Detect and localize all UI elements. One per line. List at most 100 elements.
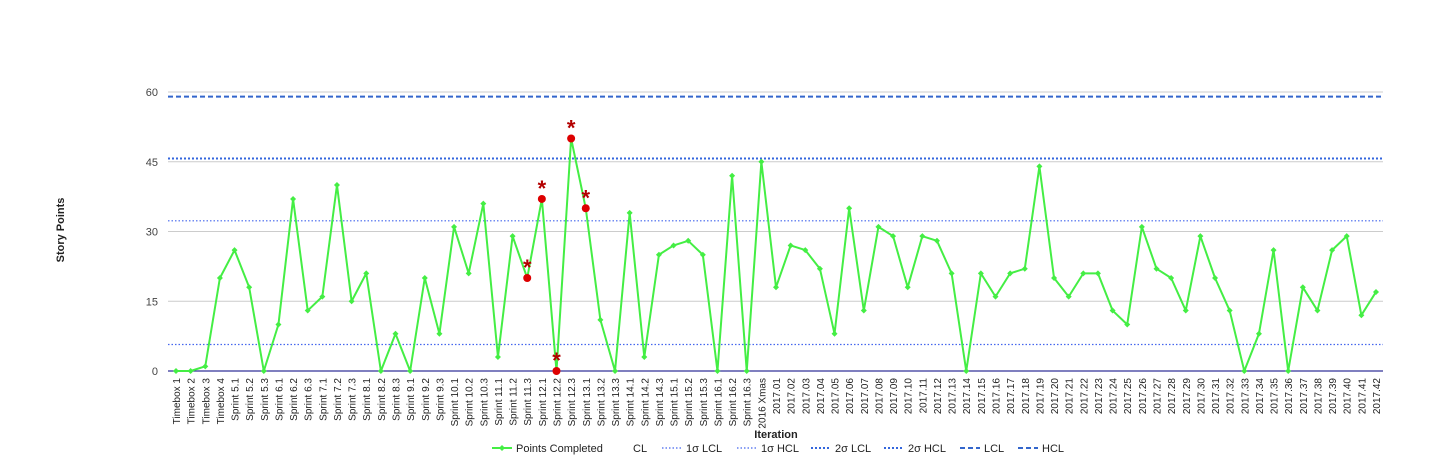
data-point-4	[231, 247, 238, 254]
x-tick-62: 2017.22	[1079, 378, 1090, 415]
outlier-star-2: *	[552, 348, 561, 373]
x-tick-6: Sprint 5.3	[260, 378, 271, 421]
legend-item-1: CL	[633, 443, 647, 455]
data-point-31	[626, 209, 633, 216]
x-tick-76: 2017.36	[1284, 378, 1295, 415]
x-tick-24: Sprint 11.3	[523, 378, 534, 426]
x-tick-72: 2017.32	[1226, 378, 1237, 415]
data-point-74	[1255, 330, 1262, 337]
legend-item-7: HCL	[1018, 443, 1064, 455]
x-tick-47: 2017.07	[860, 378, 871, 415]
y-tick-0: 0	[152, 366, 158, 378]
data-point-19	[451, 223, 458, 230]
data-point-44	[816, 265, 823, 272]
x-tick-59: 2017.19	[1035, 378, 1046, 415]
outlier-star-0: *	[523, 255, 532, 280]
outlier-star-4: *	[581, 185, 590, 210]
legend-marker-0	[499, 445, 505, 451]
data-point-67	[1153, 265, 1160, 272]
data-point-33	[655, 251, 662, 258]
data-point-54	[963, 368, 970, 374]
x-tick-43: 2017.03	[801, 378, 812, 415]
data-point-6	[260, 368, 267, 374]
data-point-79	[1329, 247, 1336, 254]
x-tick-12: Sprint 7.3	[348, 378, 359, 421]
x-tick-48: 2017.08	[874, 378, 885, 415]
data-point-7	[275, 321, 282, 328]
x-tick-57: 2017.17	[1006, 378, 1017, 415]
x-tick-labels: Timebox 1 Timebox 2 Timebox 3 Timebox 4 Spri…	[172, 378, 1383, 429]
legend-label-6: LCL	[984, 443, 1004, 455]
legend-item-0: Points Completed	[492, 443, 603, 455]
x-tick-10: Sprint 7.1	[318, 378, 329, 421]
data-point-69	[1182, 307, 1189, 314]
outlier-dot-0	[523, 274, 532, 282]
data-point-64	[1109, 307, 1116, 314]
legend-item-5: 2σ HCL	[884, 443, 946, 455]
y-tick-labels: 0 15 30 45 60	[146, 87, 158, 378]
data-point-13	[363, 270, 370, 277]
x-tick-41: 2017.01	[772, 378, 783, 415]
series-line-0	[176, 137, 1377, 372]
x-tick-5: Sprint 5.2	[245, 378, 256, 421]
data-point-9	[304, 307, 311, 314]
x-tick-77: 2017.37	[1299, 378, 1310, 415]
y-tick-30: 30	[146, 227, 158, 239]
data-point-29	[597, 316, 604, 323]
x-tick-19: Sprint 10.1	[450, 378, 461, 427]
x-tick-40: 2016 Xmas	[757, 378, 768, 429]
legend-label-5: 2σ HCL	[908, 443, 946, 455]
x-tick-68: 2017.28	[1167, 378, 1178, 415]
x-tick-21: Sprint 10.3	[479, 378, 490, 427]
x-tick-69: 2017.29	[1182, 378, 1193, 415]
data-point-82	[1373, 288, 1379, 295]
x-tick-37: Sprint 16.1	[713, 378, 724, 427]
x-tick-33: Sprint 14.3	[655, 378, 666, 427]
legend-label-3: 1σ HCL	[761, 443, 799, 455]
data-point-41	[773, 284, 779, 291]
x-tick-45: 2017.05	[831, 378, 842, 415]
x-tick-13: Sprint 8.1	[362, 378, 373, 421]
outlier-dot-3	[567, 134, 576, 143]
data-point-81	[1358, 312, 1365, 319]
data-point-42	[787, 242, 794, 249]
data-point-57	[1007, 270, 1014, 277]
legend-label-4: 2σ LCL	[835, 443, 871, 455]
x-tick-80: 2017.40	[1343, 378, 1354, 415]
x-tick-23: Sprint 11.2	[509, 378, 520, 426]
x-tick-14: Sprint 8.2	[377, 378, 388, 421]
x-tick-71: 2017.31	[1211, 378, 1222, 415]
data-point-15	[392, 330, 399, 337]
outlier-star-1: *	[538, 176, 547, 201]
data-point-40	[758, 158, 765, 165]
data-point-32	[641, 354, 648, 361]
data-point-37	[714, 368, 721, 374]
x-tick-2: Timebox 3	[201, 378, 212, 425]
x-tick-36: Sprint 15.3	[699, 378, 710, 427]
data-point-45	[831, 330, 838, 337]
x-tick-42: 2017.02	[787, 378, 798, 415]
y-axis-title: Story Points	[55, 198, 67, 263]
data-point-63	[1094, 270, 1101, 277]
data-point-73	[1241, 368, 1248, 374]
x-tick-74: 2017.34	[1255, 378, 1266, 415]
x-tick-0: Timebox 1	[172, 378, 183, 425]
x-tick-22: Sprint 11.1	[494, 378, 505, 426]
x-tick-73: 2017.33	[1240, 378, 1251, 415]
data-point-1	[187, 368, 194, 374]
data-point-53	[948, 270, 955, 277]
outlier-star-3: *	[567, 116, 576, 141]
x-tick-15: Sprint 8.3	[392, 378, 403, 421]
legend-item-3: 1σ HCL	[737, 443, 799, 455]
data-point-20	[465, 270, 472, 277]
legend: Points Completed CL 1σ LCL 1σ HCL 2σ LCL 2σ H…	[492, 443, 1064, 455]
data-point-18	[436, 330, 443, 337]
data-point-43	[802, 247, 809, 254]
data-point-56	[992, 293, 999, 300]
data-point-23	[509, 233, 516, 240]
data-point-12	[348, 298, 355, 305]
data-point-14	[377, 368, 384, 374]
x-tick-18: Sprint 9.3	[435, 378, 446, 421]
x-tick-3: Timebox 4	[216, 378, 227, 425]
